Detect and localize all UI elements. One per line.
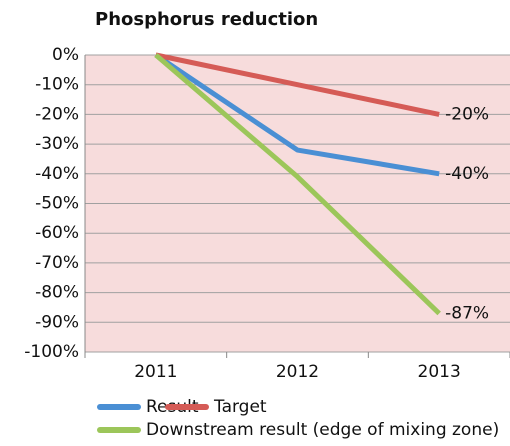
y-tick-label: -70% [35,253,79,273]
chart-title: Phosphorus reduction [95,9,318,30]
y-tick-label: -90% [35,312,79,332]
legend-label: Target [213,397,267,417]
y-tick-label: -40% [35,164,79,184]
x-tick-label: 2012 [276,362,319,382]
data-label: -87% [445,303,489,323]
y-tick-label: -80% [35,283,79,303]
series-line [155,52,440,117]
series-line [154,53,441,316]
y-tick-label: -100% [24,342,79,362]
y-tick-label: -50% [35,194,79,214]
series-line [154,52,440,177]
y-tick-label: 0% [52,45,79,65]
legend-label: Downstream result (edge of mixing zone) [146,420,499,440]
x-tick-label: 2011 [134,362,177,382]
y-tick-label: -10% [35,75,79,95]
y-tick-label: -60% [35,223,79,243]
x-tick-label: 2013 [418,362,461,382]
data-label: -40% [445,164,489,184]
data-label: -20% [445,104,489,124]
y-tick-label: -30% [35,134,79,154]
y-tick-label: -20% [35,104,79,124]
